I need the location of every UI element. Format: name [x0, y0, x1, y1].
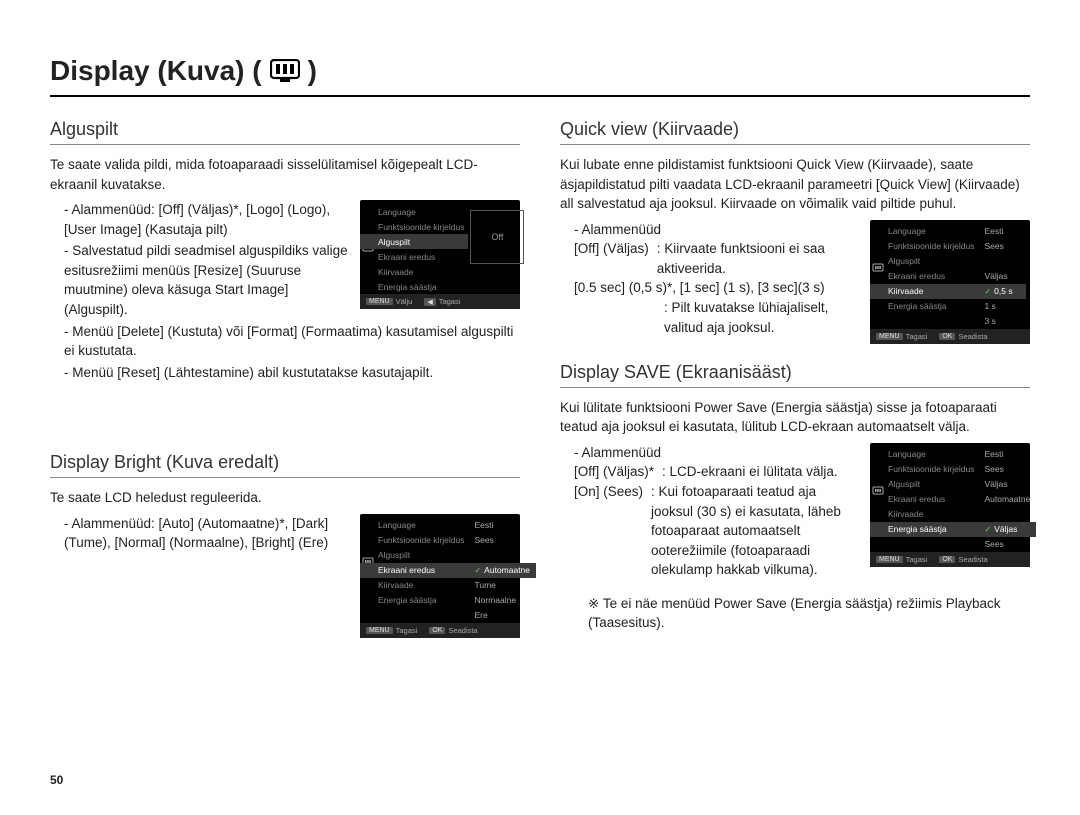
menu-screenshot-save: Language Funktsioonide kirjeldus Alguspi… [870, 443, 1030, 567]
section-heading-quickview: Quick view (Kiirvaade) [560, 119, 1030, 145]
bright-intro: Te saate LCD heledust reguleerida. [50, 488, 520, 508]
menu-item: Funktsioonide kirjeldus [870, 462, 978, 477]
menu-item: Language [870, 447, 978, 462]
start-image-preview: Off [470, 210, 524, 264]
left-column: Alguspilt Te saate valida pildi, mida fo… [50, 109, 520, 638]
menu-option: Ere [468, 608, 536, 623]
save-sub: - Alammenüüd [574, 443, 858, 463]
quickview-intro: Kui lubate enne pildistamist funktsiooni… [560, 155, 1030, 214]
menu-item: Alguspilt [360, 548, 468, 563]
menu-option: Normaalne [468, 593, 536, 608]
title-suffix: ) [308, 55, 317, 87]
menu-left-list: Language Funktsioonide kirjeldus Alguspi… [870, 447, 978, 552]
menu-item: Kiirvaade [870, 507, 978, 522]
menu-item: Energia säästja [360, 593, 468, 608]
menu-item: Energia säästja [870, 299, 978, 314]
menu-option: 1 s [978, 299, 1026, 314]
quickview-def-time: : Pilt kuvatakse lühiajaliselt, valitud … [574, 298, 858, 337]
section-heading-bright: Display Bright (Kuva eredalt) [50, 452, 520, 478]
menu-footer: MENUTagasi OKSeadista [870, 329, 1030, 344]
menu-item-selected: Alguspilt [360, 234, 468, 249]
right-column: Quick view (Kiirvaade) Kui lubate enne p… [560, 109, 1030, 638]
alguspilt-submenu: - Alammenüüd: [Off] (Väljas)*, [Logo] (L… [64, 200, 348, 239]
menu-screenshot-bright: Language Funktsioonide kirjeldus Alguspi… [360, 514, 520, 638]
menu-right-list: Eesti Sees Automaatne Tume Normaalne Ere [468, 518, 540, 623]
menu-item: Energia säästja [360, 279, 468, 294]
menu-item: Language [360, 204, 468, 219]
menu-option: Sees [978, 537, 1036, 552]
quickview-sub: - Alammenüüd [574, 220, 858, 240]
alguspilt-b3: - Menüü [Delete] (Kustuta) või [Format] … [64, 322, 520, 361]
menu-right-list: Eesti Sees Väljas Automaatne Väljas Sees [978, 447, 1040, 552]
page-number: 50 [50, 773, 63, 787]
menu-option: Tume [468, 578, 536, 593]
menu-option: 3 s [978, 314, 1026, 329]
menu-item: Ekraani eredus [870, 492, 978, 507]
save-def-on: [On] (Sees) : Kui fotoaparaati teatud aj… [574, 482, 858, 580]
menu-item: Funktsioonide kirjeldus [360, 533, 468, 548]
section-heading-alguspilt: Alguspilt [50, 119, 520, 145]
menu-item: Alguspilt [870, 477, 978, 492]
save-intro: Kui lülitate funktsiooni Power Save (Ene… [560, 398, 1030, 437]
menu-item: Alguspilt [870, 254, 978, 269]
alguspilt-intro: Te saate valida pildi, mida fotoaparaadi… [50, 155, 520, 194]
menu-item: Funktsioonide kirjeldus [360, 219, 468, 234]
quickview-times: [0.5 sec] (0,5 s)*, [1 sec] (1 s), [3 se… [574, 278, 858, 298]
menu-left-list: Language Funktsioonide kirjeldus Alguspi… [360, 518, 468, 623]
menu-left-list: Language Funktsioonide kirjeldus Alguspi… [870, 224, 978, 329]
menu-item: Ekraani eredus [870, 269, 978, 284]
menu-screenshot-alguspilt: Language Funktsioonide kirjeldus Alguspi… [360, 200, 520, 309]
bright-submenu: - Alammenüüd: [Auto] (Automaatne)*, [Dar… [64, 514, 348, 553]
menu-item: Kiirvaade [360, 578, 468, 593]
save-def-off: [Off] (Väljas)* : LCD-ekraani ei lülitat… [574, 462, 858, 482]
menu-item: Funktsioonide kirjeldus [870, 239, 978, 254]
title-prefix: Display (Kuva) ( [50, 55, 262, 87]
menu-item-selected: Ekraani eredus [360, 563, 468, 578]
menu-right-list: Eesti Sees Väljas 0,5 s 1 s 3 s [978, 224, 1030, 329]
menu-option: Väljas [978, 269, 1026, 284]
menu-item: Language [870, 224, 978, 239]
display-icon [270, 59, 300, 83]
menu-screenshot-quickview: Language Funktsioonide kirjeldus Alguspi… [870, 220, 1030, 344]
menu-footer: MENUTagasi OKSeadista [870, 552, 1030, 567]
menu-left-list: Language Funktsioonide kirjeldus Alguspi… [360, 204, 468, 294]
menu-item-selected: Kiirvaade [870, 284, 978, 299]
menu-option-selected: Automaatne [468, 563, 536, 578]
menu-item: Ekraani eredus [360, 249, 468, 264]
menu-option-selected: Väljas [978, 522, 1036, 537]
menu-item-selected: Energia säästja [870, 522, 978, 537]
quickview-def-off: [Off] (Väljas) : Kiirvaate funktsiooni e… [574, 239, 858, 278]
menu-footer: MENUTagasi OKSeadista [360, 623, 520, 638]
menu-footer: MENUVälju ◀Tagasi [360, 294, 520, 309]
menu-item: Kiirvaade [360, 264, 468, 279]
menu-item: Language [360, 518, 468, 533]
menu-option-selected: 0,5 s [978, 284, 1026, 299]
alguspilt-b2: - Salvestatud pildi seadmisel alguspildi… [64, 241, 348, 319]
page-title: Display (Kuva) ( ) [50, 55, 1030, 97]
alguspilt-b4: - Menüü [Reset] (Lähtestamine) abil kust… [64, 363, 520, 383]
save-note: ※ Te ei näe menüüd Power Save (Energia s… [560, 594, 1030, 633]
section-heading-save: Display SAVE (Ekraanisääst) [560, 362, 1030, 388]
